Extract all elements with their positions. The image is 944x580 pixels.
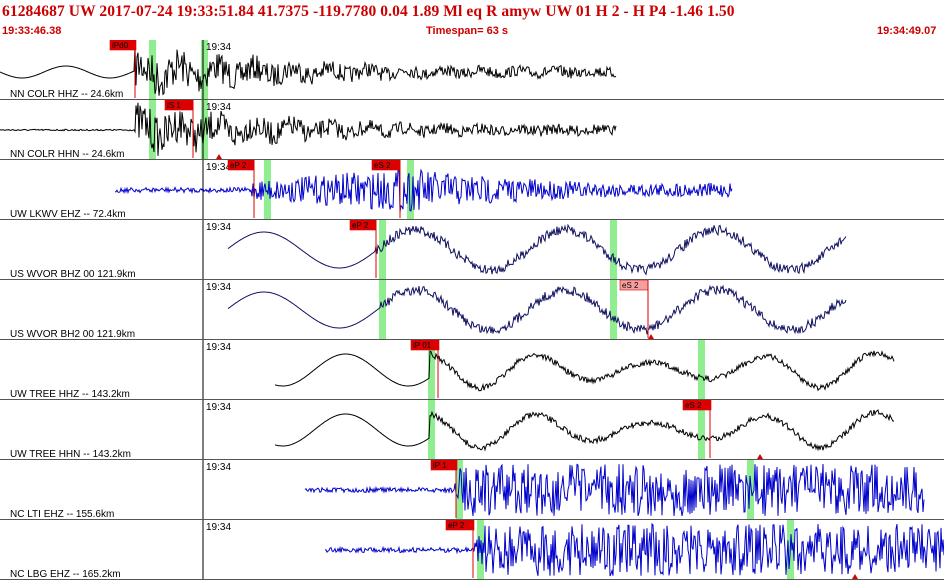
- seismogram-panel[interactable]: 19:34 19:34 19:34 19:34 19:34 19:34 19:34 19:34…: [0, 40, 944, 580]
- minute-tick-label: 19:34: [206, 402, 231, 413]
- time-window-marker: [407, 160, 414, 220]
- time-window-marker: [456, 460, 463, 520]
- minute-tick-label: 19:34: [206, 222, 231, 233]
- waveform-trace[interactable]: [114, 167, 733, 213]
- waveform-trace[interactable]: [0, 46, 617, 96]
- time-window-marker: [747, 460, 754, 520]
- timespan-label: Timespan= 63 s: [426, 25, 509, 37]
- station-label: NN COLR HHN -- 24.6km: [10, 149, 124, 160]
- station-label: NN COLR HHZ -- 24.6km: [10, 89, 123, 100]
- station-label: NC LTI EHZ -- 155.6km: [10, 509, 114, 520]
- minute-tick-label: 19:34: [206, 282, 231, 293]
- phase-pick-label: iS 1: [167, 101, 181, 110]
- time-window-marker: [610, 280, 617, 340]
- phase-pick-label: iP 01: [413, 341, 432, 350]
- start-time: 19:33:46.38: [2, 25, 62, 37]
- phase-pick-label: eS 2: [685, 401, 702, 410]
- pick-marker-icon: [757, 454, 763, 459]
- time-window-marker: [610, 220, 617, 280]
- time-window-marker: [201, 40, 208, 100]
- phase-pick-label: iPd0: [112, 41, 129, 50]
- station-label: UW TREE HHZ -- 143.2km: [10, 389, 130, 400]
- phase-pick-label: eP 2: [230, 161, 247, 170]
- waveform-trace[interactable]: [304, 463, 925, 517]
- minute-tick-label: 19:34: [206, 522, 231, 533]
- minute-tick-label: 19:34: [206, 102, 231, 113]
- phase-pick-label: eS 2: [374, 161, 391, 170]
- time-window-marker: [379, 280, 386, 340]
- minute-tick-label: 19:34: [206, 342, 231, 353]
- time-window-marker: [428, 400, 435, 460]
- waveform-trace[interactable]: [0, 102, 617, 156]
- time-window-marker: [149, 100, 156, 160]
- time-window-marker: [264, 160, 271, 220]
- waveform-trace[interactable]: [274, 409, 895, 452]
- waveform-trace[interactable]: [227, 223, 847, 276]
- phase-pick-label: eP 2: [352, 221, 369, 230]
- end-time: 19:34:49.07: [877, 25, 937, 37]
- phase-pick-tag[interactable]: [109, 40, 137, 51]
- phase-pick-label: eS 2: [622, 281, 639, 290]
- pick-marker-icon: [852, 574, 858, 579]
- waveform-trace[interactable]: [274, 350, 895, 392]
- minute-tick-label: 19:34: [206, 42, 231, 53]
- phase-pick-label: eP 2: [448, 521, 465, 530]
- event-summary-title: 61284687 UW 2017-07-24 19:33:51.84 41.73…: [2, 3, 735, 20]
- station-label: US WVOR BH2 00 121.9km: [10, 329, 135, 340]
- minute-tick-label: 19:34: [206, 462, 231, 473]
- waveform-trace[interactable]: [227, 284, 847, 335]
- time-window-marker: [698, 340, 705, 400]
- phase-pick-label: iP 1: [433, 461, 447, 470]
- station-label: UW LKWV EHZ -- 72.4km: [10, 209, 126, 220]
- pick-marker-icon: [216, 154, 222, 159]
- station-label: US WVOR BHZ 00 121.9km: [10, 269, 136, 280]
- station-label: NC LBG EHZ -- 165.2km: [10, 569, 121, 580]
- time-window-marker: [428, 340, 435, 400]
- waveform-trace[interactable]: [324, 522, 944, 577]
- time-window-marker: [698, 400, 705, 460]
- pick-marker-icon: [648, 334, 654, 339]
- station-label: UW TREE HHN -- 143.2km: [10, 449, 131, 460]
- header-bar: 61284687 UW 2017-07-24 19:33:51.84 41.73…: [0, 0, 944, 40]
- minute-tick-label: 19:34: [206, 162, 231, 173]
